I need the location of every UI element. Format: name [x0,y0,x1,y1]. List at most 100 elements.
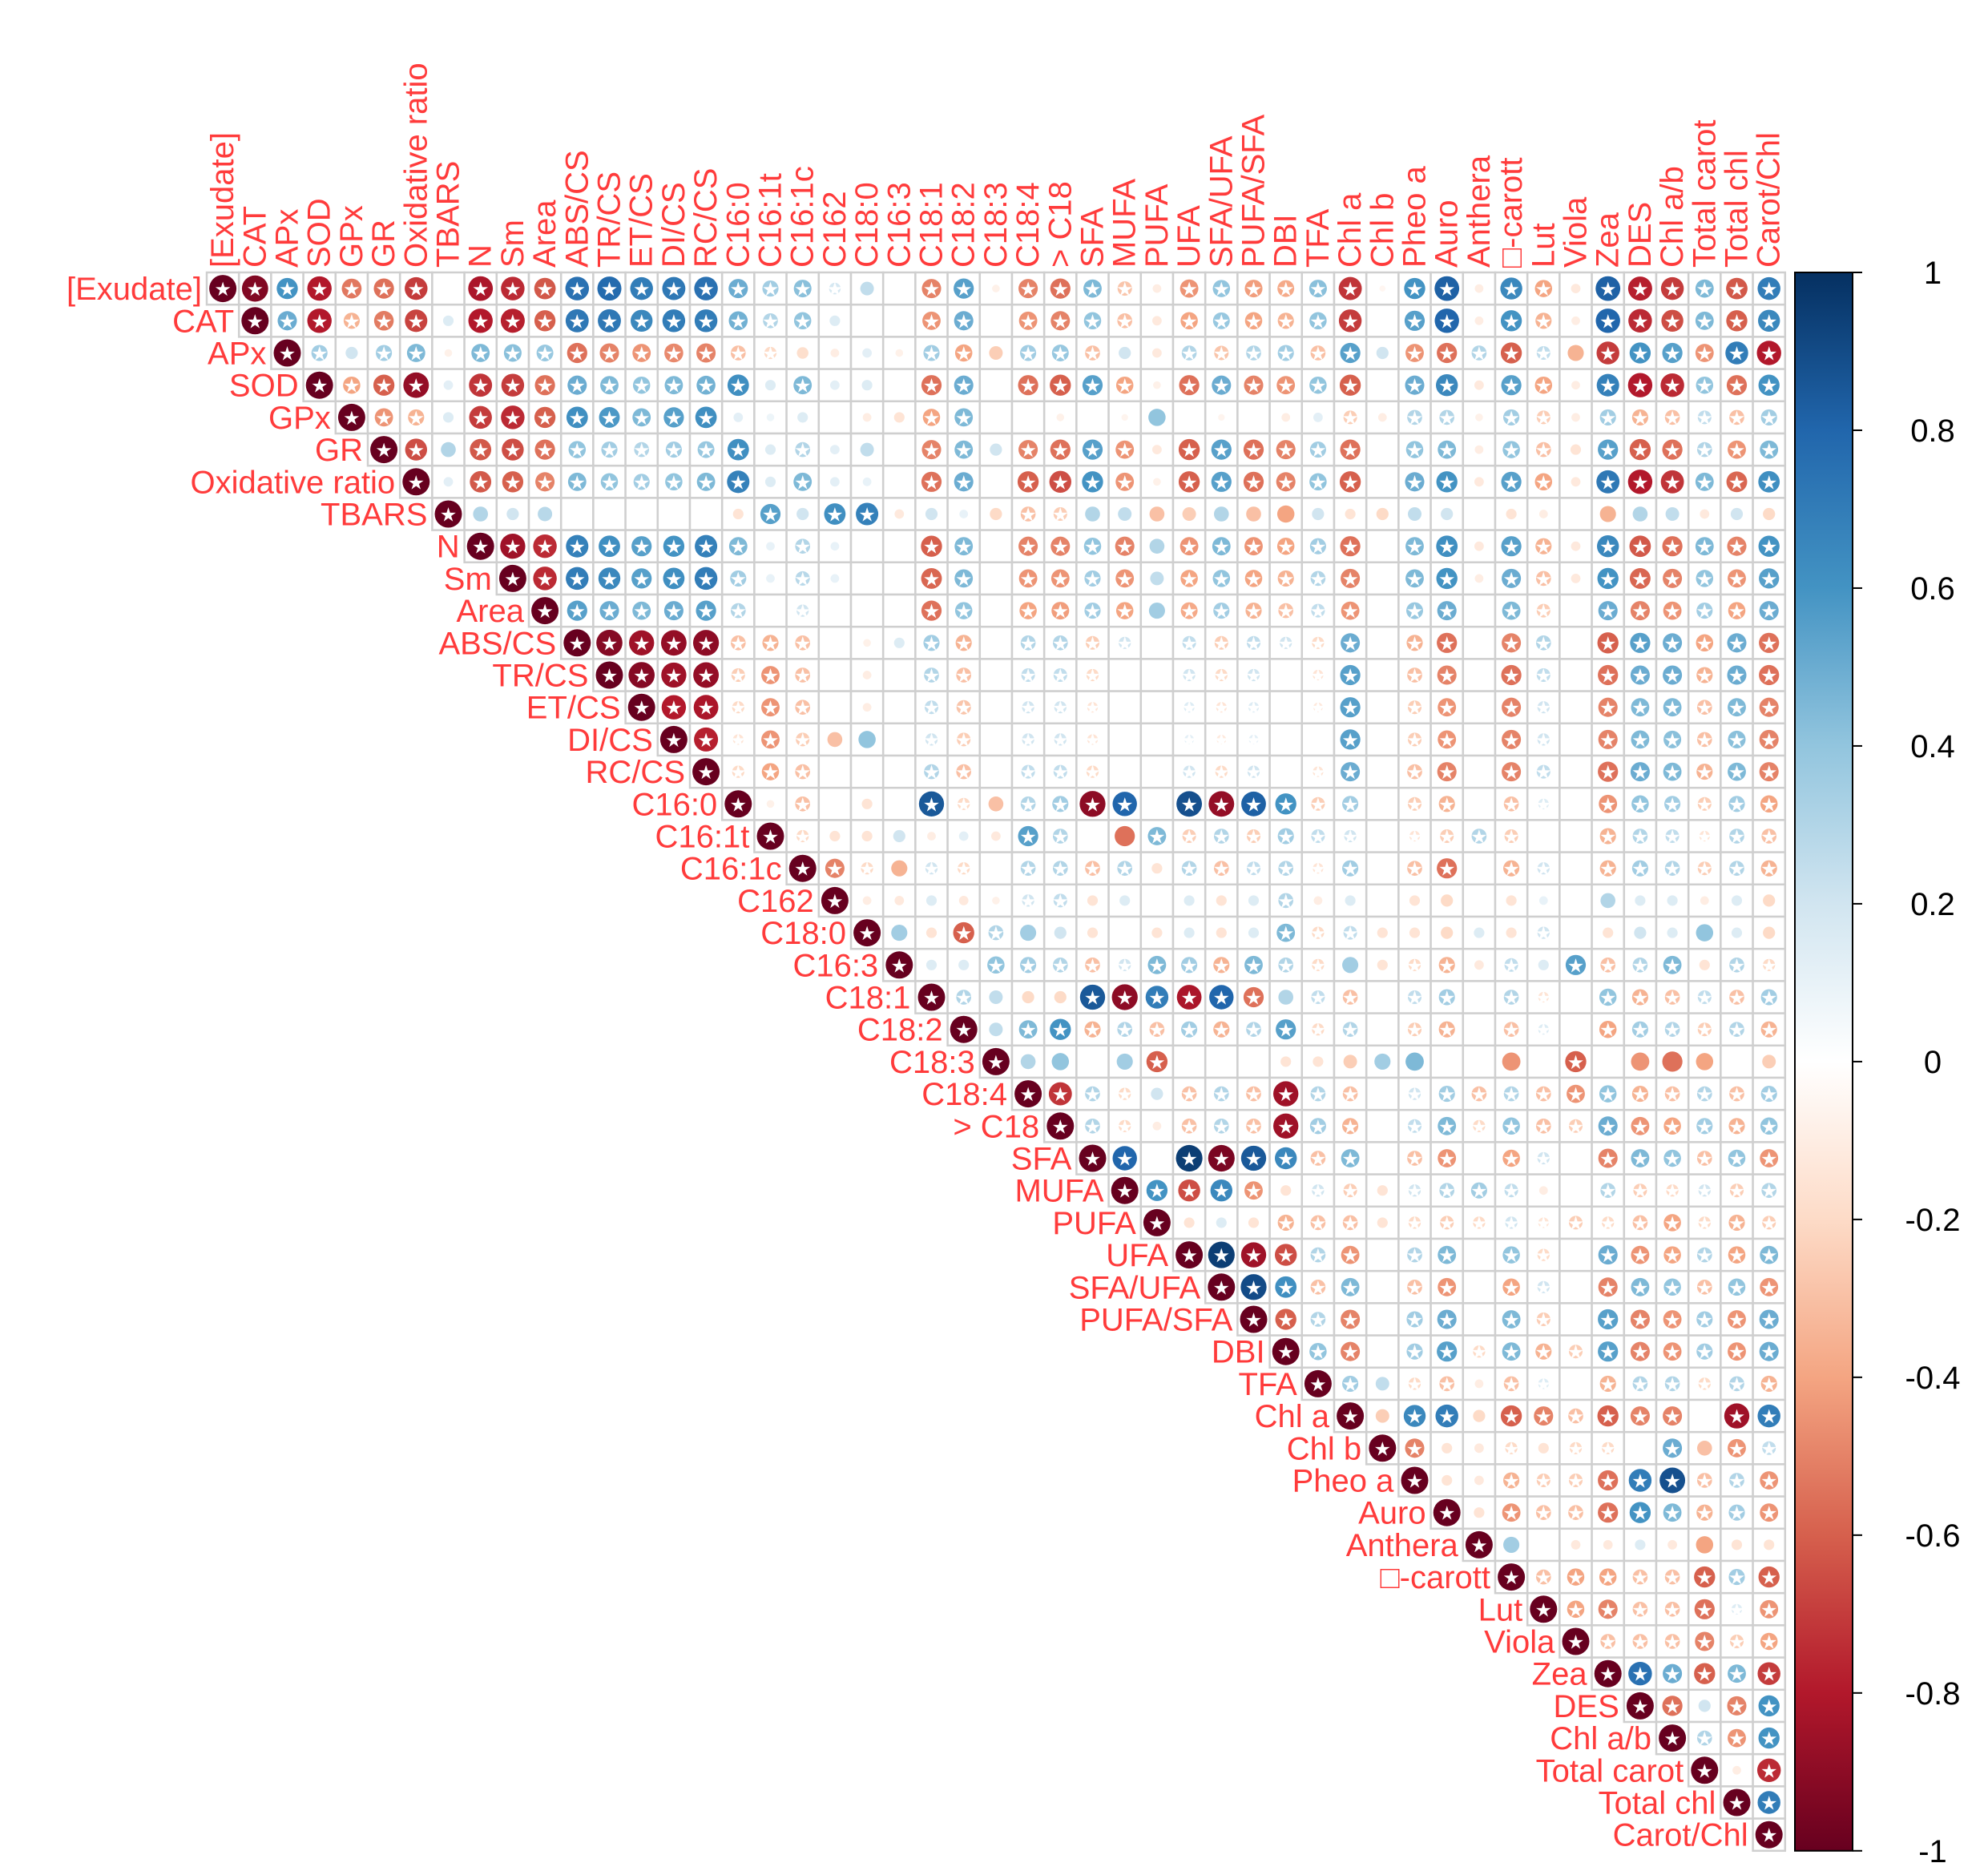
significance-star: ★ [1599,1020,1617,1042]
correlation-circle-3-12: SOD × TR/CS: -0.45 [600,376,619,395]
correlation-circle-7-10: TBARS × Area: -0.28 [538,506,553,522]
correlation-circle-3-34: SOD × TFA: -0.4 [1309,376,1327,394]
significance-star: ★ [923,344,941,365]
significance-star: ★ [1180,279,1198,300]
grid-cell [1397,1430,1432,1466]
significance-star: ★ [536,601,554,623]
correlation-circle-14-19: DI/CS × C162: 0.3 [827,732,843,748]
significance-star: ★ [1019,1020,1037,1042]
significance-star: ★ [1502,794,1520,816]
significance-star: ★ [1663,1020,1681,1042]
correlation-circle-37-38: Pheo a × Auro: 0.15 [1442,1474,1453,1486]
grid-cell [1365,1269,1400,1304]
correlation-circle-19-32: C162 × PUFA/SFA: -0.15 [1248,895,1260,906]
grid-cell [1559,1173,1593,1208]
significance-star: ★ [1760,1149,1778,1171]
significance-star: ★ [1309,1374,1327,1396]
correlation-circle-8-30: N × UFA: 0.45 [1179,537,1199,556]
significance-star: ★ [1760,1213,1778,1235]
correlation-circle-7-40: TBARS × □-carott: 0.15 [1506,508,1517,520]
grid-cell [1139,754,1175,789]
significance-star: ★ [1760,1664,1778,1686]
correlation-circle-24-34: C18:3 × TFA: 0.15 [1313,1056,1324,1067]
significance-star: ★ [1502,344,1520,365]
significance-star: ★ [923,859,941,881]
significance-star: ★ [569,601,587,623]
correlation-circle-2-23: APx × C18:2: 0.4 [954,344,973,362]
correlation-circle-2-24: APx × C18:3: 0.25 [989,346,1003,360]
correlation-circle-2-45: APx × Chl a/b: -0.55 [1662,342,1683,364]
significance-star: ★ [1728,698,1746,720]
correlation-circle-7-9: TBARS × Sm: -0.2 [506,507,519,521]
grid-cell [1139,690,1175,725]
correlation-circle-3-20: SOD × C18:0: -0.15 [861,380,873,391]
significance-star: ★ [1052,601,1070,623]
significance-star: ★ [1245,1245,1263,1267]
correlation-circle-7-34: TBARS × TFA: -0.2 [1312,507,1325,521]
grid-cell [1139,883,1175,918]
correlation-circle-7-32: TBARS × PUFA/SFA: 0.3 [1246,506,1261,522]
correlation-circle-0-18: [Exudate] × C16:1c: -0.42 [793,280,812,298]
correlation-circle-2-18: APx × C16:1c: 0.18 [796,347,809,359]
significance-star: ★ [1438,440,1456,462]
significance-star: ★ [923,311,941,333]
significance-star: ★ [1696,1664,1714,1686]
significance-star: ★ [1341,376,1359,397]
correlation-circle-8-35: N × Chl a: 0.55 [1340,536,1361,557]
significance-star: ★ [730,344,748,365]
correlation-circle-3-45: SOD × Chl a/b: 0.75 [1660,373,1684,397]
correlation-circle-8-23: N × C18:2: -0.45 [954,537,974,556]
grid-cell [881,368,917,403]
correlation-circle-6-19: Oxidative ratio × C162: -0.12 [830,477,840,487]
grid-cell [1139,786,1175,821]
significance-star: ★ [343,279,361,300]
correlation-circle-3-46: SOD × Total carot: -0.4 [1696,376,1714,394]
correlation-circle-6-41: Oxidative ratio × Lut: 0.4 [1534,473,1553,491]
correlation-circle-0-36: [Exudate] × Chl b: 0.05 [1379,285,1386,292]
significance-star: ★ [1631,1310,1649,1332]
significance-star: ★ [1116,440,1134,462]
correlation-circle-0-9: [Exudate] × Sm: 0.75 [501,276,525,300]
significance-star: ★ [1277,1084,1295,1106]
significance-star: ★ [1696,1632,1714,1654]
significance-star: ★ [536,408,554,429]
significance-star: ★ [1341,1181,1359,1203]
correlation-circle-1-15: CAT × RC/CS: -0.7 [694,309,718,333]
correlation-circle-2-22: APx × C18:1: -0.35 [923,345,940,361]
significance-star: ★ [1213,601,1231,623]
grid-cell [1494,1044,1529,1079]
significance-star: ★ [1631,1149,1649,1171]
significance-star: ★ [1728,730,1746,752]
correlation-circle-8-19: N × C162: -0.1 [830,542,840,551]
significance-star: ★ [375,311,393,333]
significance-star: ★ [1728,1471,1746,1493]
correlation-circle-39-47: Anthera × Total chl: 0.15 [1731,1539,1743,1550]
correlation-circle-39-48: Anthera × Carot/Chl: 0.15 [1764,1539,1775,1550]
significance-star: ★ [1663,472,1681,494]
significance-star: ★ [1084,859,1102,881]
significance-star: ★ [1245,1277,1263,1299]
significance-star: ★ [1406,859,1424,881]
correlation-circle-25-29: C18:4 × PUFA: -0.2 [1151,1087,1163,1100]
correlation-circle-3-13: SOD × ET/CS: -0.4 [632,376,651,394]
grid-cell [1268,883,1304,918]
significance-star: ★ [1213,698,1231,720]
correlation-circle-16-17: C16:0 × C16:1t: 0.08 [766,800,775,808]
significance-star: ★ [1052,1116,1070,1138]
correlation-circle-20-29: C18:0 × PUFA: 0.15 [1151,927,1163,938]
significance-star: ★ [794,666,812,688]
significance-star: ★ [1309,440,1327,462]
correlation-circle-3-35: SOD × Chl a: 0.6 [1339,374,1361,396]
grid-cell [1462,625,1497,660]
significance-star: ★ [1180,376,1198,397]
correlation-circle-10-29: Area × PUFA: -0.35 [1148,603,1165,619]
significance-star: ★ [1245,279,1263,300]
significance-star: ★ [1663,859,1681,881]
significance-star: ★ [1760,472,1778,494]
significance-star: ★ [1535,537,1553,558]
significance-star: ★ [1535,1084,1553,1106]
grid-cell [1462,722,1497,757]
significance-star: ★ [1696,569,1714,591]
significance-star: ★ [1599,1310,1617,1332]
significance-star: ★ [1535,1503,1553,1525]
